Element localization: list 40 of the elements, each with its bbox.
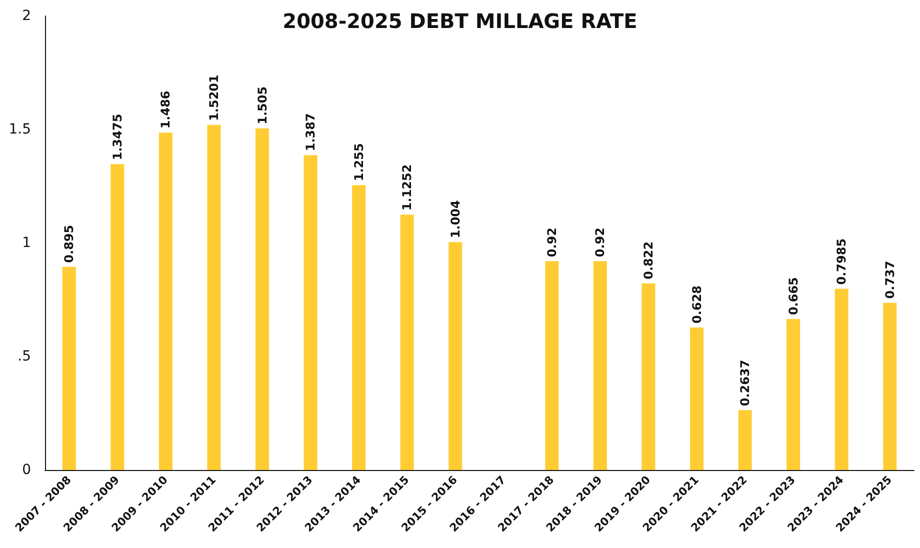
data-label: 0.737 (882, 260, 897, 299)
data-label: 1.1252 (400, 164, 414, 211)
bar (304, 155, 318, 470)
y-tick-label: 0 (22, 462, 31, 478)
bar (255, 128, 270, 470)
data-label: 0.628 (690, 285, 704, 324)
y-tick-label: 2 (22, 8, 31, 24)
y-tick-label: .5 (18, 348, 31, 364)
data-label: 0.92 (544, 228, 559, 258)
data-label: 0.895 (62, 224, 76, 263)
bar (207, 124, 221, 470)
data-label: 0.92 (593, 228, 608, 258)
data-label: 1.486 (158, 90, 173, 129)
data-label: 0.2637 (738, 360, 752, 406)
data-label: 1.387 (304, 113, 318, 152)
y-tick-label: 1.5 (8, 122, 31, 138)
bar (158, 132, 172, 470)
data-label: 1.3475 (110, 114, 124, 160)
data-label: 1.255 (352, 143, 366, 182)
data-label: 0.822 (641, 241, 656, 280)
chart-title: 2008-2025 DEBT MILLAGE RATE (282, 9, 638, 33)
data-label: 1.004 (448, 200, 462, 238)
bar (738, 410, 752, 470)
bar (62, 266, 76, 470)
bar (400, 214, 414, 470)
bar (690, 327, 704, 470)
data-label: 1.505 (255, 86, 270, 124)
data-label: 1.5201 (206, 74, 221, 121)
bar (545, 261, 559, 470)
bar (883, 302, 897, 470)
bar (834, 288, 848, 470)
bar (110, 164, 124, 470)
data-label: 0.665 (786, 277, 800, 316)
bar (352, 185, 366, 470)
bar (593, 261, 607, 470)
bar (786, 319, 800, 470)
y-tick-label: 1 (22, 235, 31, 251)
data-label: 0.7985 (834, 238, 849, 285)
bar (448, 242, 462, 470)
bar (642, 283, 656, 470)
